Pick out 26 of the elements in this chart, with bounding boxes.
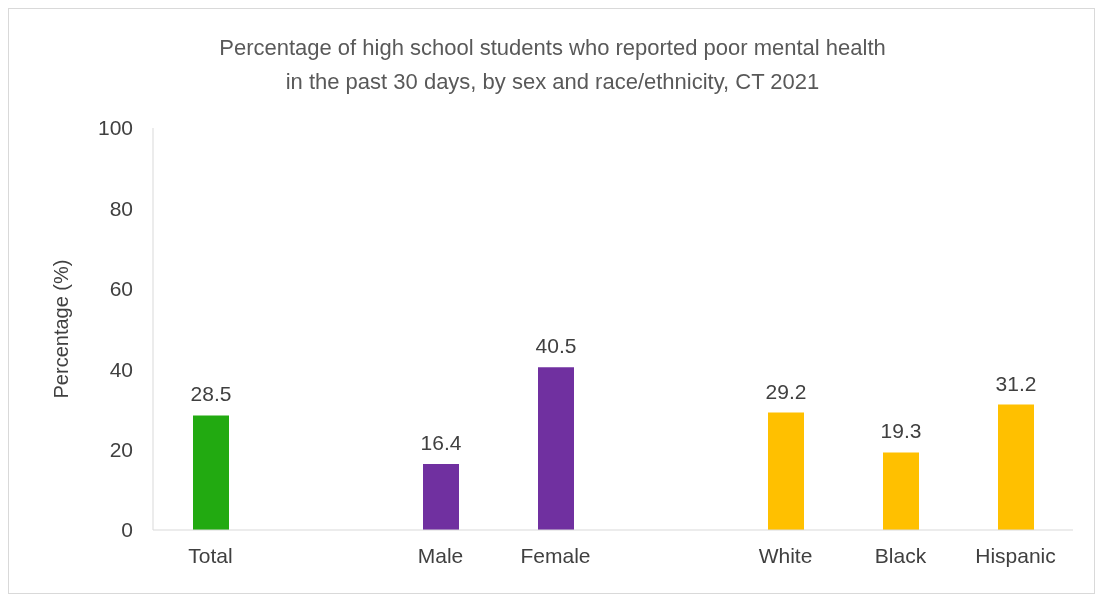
bar [538,367,574,530]
bar [768,412,804,530]
bar [883,452,919,530]
bar [193,415,229,530]
y-tick-label: 0 [121,518,133,542]
y-tick-label: 100 [97,116,133,140]
data-label: 29.2 [765,379,807,403]
data-label: 19.3 [880,419,922,443]
chart-title: Percentage of high school students who reported poor mental health in the past 30 days, by sex and race/ethnicity, CT 2021 [218,34,887,96]
x-tick-label: White [758,543,813,567]
y-tick-label: 20 [109,438,133,462]
data-label: 28.5 [190,382,232,406]
x-tick-label: Black [874,543,927,567]
x-tick-label: Male [417,543,464,567]
data-label: 40.5 [535,334,577,358]
bar [998,404,1034,530]
y-tick-label: 40 [109,357,133,381]
x-tick-label: Female [520,543,591,567]
data-label: 31.2 [995,371,1037,395]
y-tick-label: 80 [109,196,133,220]
y-tick-label: 60 [109,277,133,301]
bar [423,464,459,530]
x-tick-label: Hispanic [975,543,1056,567]
data-label: 16.4 [420,431,462,455]
x-tick-label: Total [188,543,233,567]
y-axis-title: Percentage (%) [50,259,73,399]
